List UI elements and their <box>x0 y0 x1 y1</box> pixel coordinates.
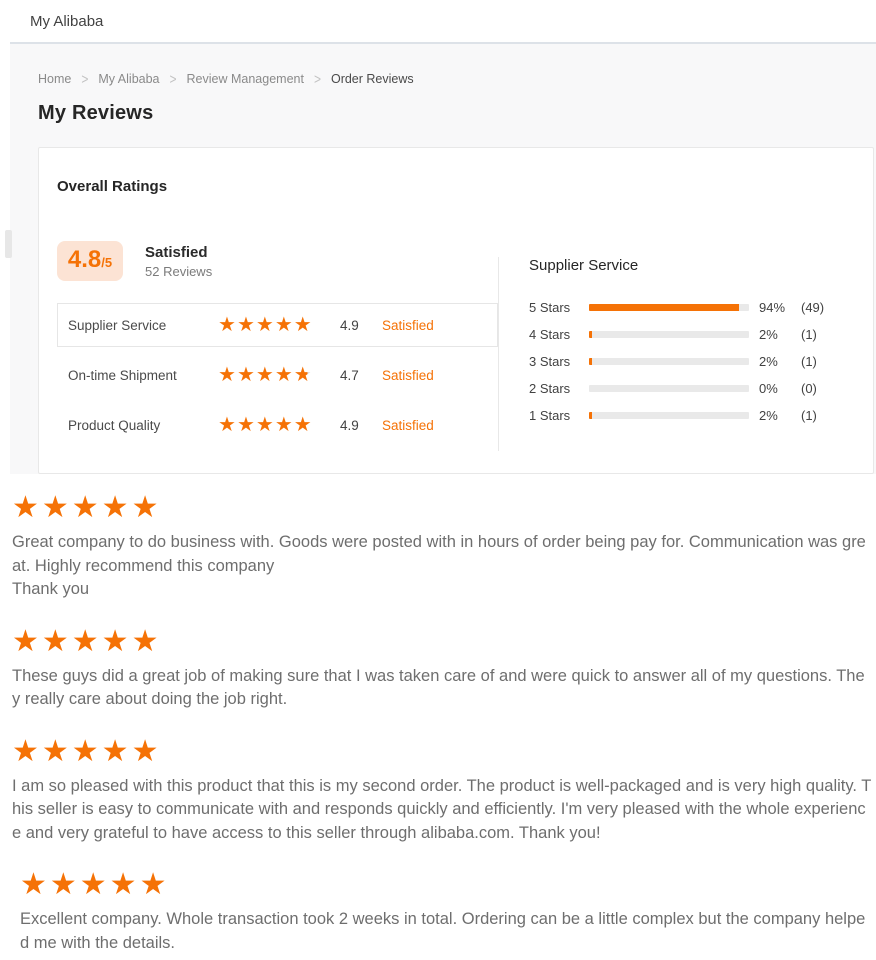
category-status: Satisfied <box>382 317 434 333</box>
distribution-bar-track <box>589 385 749 392</box>
overall-ratings-card: Overall Ratings 4.8/5 Satisfied 52 Revie… <box>38 147 874 474</box>
category-score: 4.7 <box>340 367 359 383</box>
review-text: Great company to do business with. Goods… <box>12 533 866 598</box>
distribution-count: (1) <box>801 354 817 369</box>
category-label: Product Quality <box>68 417 161 433</box>
sidebar-collapse-handle[interactable] <box>5 230 12 258</box>
breadcrumb-separator-icon: > <box>313 70 321 88</box>
overall-ratings-heading: Overall Ratings <box>57 178 168 195</box>
breadcrumb-separator-icon: > <box>169 70 177 88</box>
category-status: Satisfied <box>382 417 434 433</box>
distribution-row: 2 Stars 0% (0) <box>529 375 873 402</box>
distribution-bar-fill <box>589 358 593 365</box>
category-label: On-time Shipment <box>68 367 177 383</box>
rating-category-row[interactable]: On-time Shipment ★★★★★ 4.7 Satisfied <box>57 353 498 397</box>
distribution-count: (0) <box>801 381 817 396</box>
review-item: ★★★★★ These guys did a great job of maki… <box>12 624 872 712</box>
breadcrumb-item[interactable]: Order Reviews <box>330 72 414 86</box>
star-rating-icons: ★★★★★ <box>218 414 313 436</box>
distribution-count: (1) <box>801 408 817 423</box>
review-text: I am so pleased with this product that t… <box>12 776 872 842</box>
distribution-label: 1 Stars <box>529 408 571 423</box>
distribution-percent: 0% <box>759 381 778 396</box>
overall-score-suffix: /5 <box>101 255 113 270</box>
review-star-icons: ★★★★★ <box>12 734 162 768</box>
app-title: My Alibaba <box>30 12 104 30</box>
category-score: 4.9 <box>340 417 359 433</box>
distribution-bar-track <box>589 358 749 365</box>
review-item: ★★★★★ Excellent company. Whole transacti… <box>20 868 872 955</box>
distribution-count: (49) <box>801 300 825 315</box>
breadcrumb-item[interactable]: My Alibaba <box>98 72 160 86</box>
main-content: Home > My Alibaba > Review Management > Order … <box>10 42 876 474</box>
review-star-icons: ★★★★★ <box>12 624 162 658</box>
distribution-bar-track <box>589 412 749 419</box>
distribution-label: 3 Stars <box>529 354 571 369</box>
distribution-row: 4 Stars 2% (1) <box>529 321 873 348</box>
category-list: Supplier Service ★★★★★ 4.9 Satisfied On-… <box>57 303 498 447</box>
distribution-bar-track <box>589 331 749 338</box>
review-star-icons: ★★★★★ <box>20 868 170 901</box>
distribution-percent: 94% <box>759 300 786 315</box>
review-text: These guys did a great job of making sur… <box>12 666 865 709</box>
topbar: My Alibaba <box>0 0 876 42</box>
rating-distribution-panel: Supplier Service 5 Stars 94% (49) 4 Star… <box>498 257 873 451</box>
star-rating-icons: ★★★★★ <box>218 314 313 336</box>
breadcrumb-item[interactable]: Home <box>38 72 72 86</box>
distribution-label: 5 Stars <box>529 300 571 315</box>
overall-score-badge: 4.8/5 <box>57 241 123 281</box>
distribution-row: 1 Stars 2% (1) <box>529 402 873 429</box>
review-item: ★★★★★ I am so pleased with this product … <box>12 734 872 846</box>
rating-category-row[interactable]: Supplier Service ★★★★★ 4.9 Satisfied <box>57 303 498 347</box>
distribution-bar-track <box>589 304 749 311</box>
distribution-row: 5 Stars 94% (49) <box>529 294 873 321</box>
star-rating-icons: ★★★★★ <box>218 364 313 386</box>
review-item: ★★★★★ Great company to do business with.… <box>12 491 872 602</box>
overall-score: 4.8 <box>67 246 102 273</box>
breadcrumb-separator-icon: > <box>81 70 89 88</box>
distribution-row: 3 Stars 2% (1) <box>529 348 873 375</box>
distribution-bar-fill <box>589 412 593 419</box>
distribution-percent: 2% <box>759 327 778 342</box>
review-text: Excellent company. Whole transaction too… <box>20 910 866 952</box>
distribution-title: Supplier Service <box>529 257 639 274</box>
overall-reviews-count: 52 Reviews <box>145 263 213 279</box>
distribution-percent: 2% <box>759 354 778 369</box>
distribution-percent: 2% <box>759 408 778 423</box>
distribution-label: 2 Stars <box>529 381 571 396</box>
review-list: ★★★★★ Great company to do business with.… <box>0 474 876 955</box>
category-status: Satisfied <box>382 367 434 383</box>
breadcrumb: Home > My Alibaba > Review Management > Order … <box>38 70 876 88</box>
overall-score-summary: 4.8/5 Satisfied 52 Reviews <box>57 241 498 281</box>
category-label: Supplier Service <box>68 317 167 333</box>
overall-score-label: Satisfied <box>145 243 208 261</box>
breadcrumb-item[interactable]: Review Management <box>186 72 304 86</box>
ratings-summary-column: 4.8/5 Satisfied 52 Reviews Supplier Serv… <box>57 229 498 453</box>
category-score: 4.9 <box>340 317 359 333</box>
distribution-bar-fill <box>589 331 593 338</box>
distribution-count: (1) <box>801 327 817 342</box>
rating-category-row[interactable]: Product Quality ★★★★★ 4.9 Satisfied <box>57 403 498 447</box>
rating-distribution: 5 Stars 94% (49) 4 Stars 2% (1) 3 Stars … <box>529 294 873 429</box>
page-title: My Reviews <box>38 102 154 124</box>
review-star-icons: ★★★★★ <box>12 491 162 524</box>
distribution-bar-fill <box>589 304 740 311</box>
distribution-label: 4 Stars <box>529 327 571 342</box>
